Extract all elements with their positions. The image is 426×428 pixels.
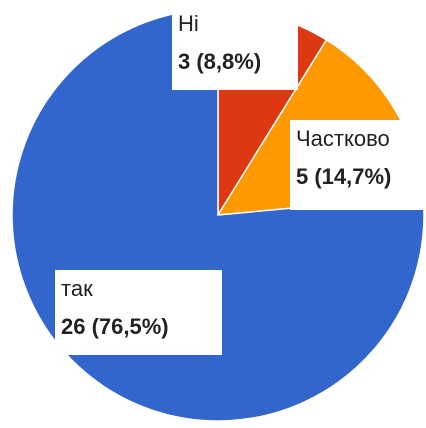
- category-label: Ні: [178, 11, 199, 36]
- value-label: 5 (14,7%): [296, 164, 391, 189]
- category-label: так: [61, 276, 93, 301]
- category-label: Частково: [296, 126, 390, 151]
- value-label: 26 (76,5%): [61, 314, 169, 339]
- value-label: 3 (8,8%): [178, 49, 261, 74]
- label-box: [55, 270, 222, 355]
- label-box: [172, 5, 298, 90]
- label-box: [290, 120, 426, 210]
